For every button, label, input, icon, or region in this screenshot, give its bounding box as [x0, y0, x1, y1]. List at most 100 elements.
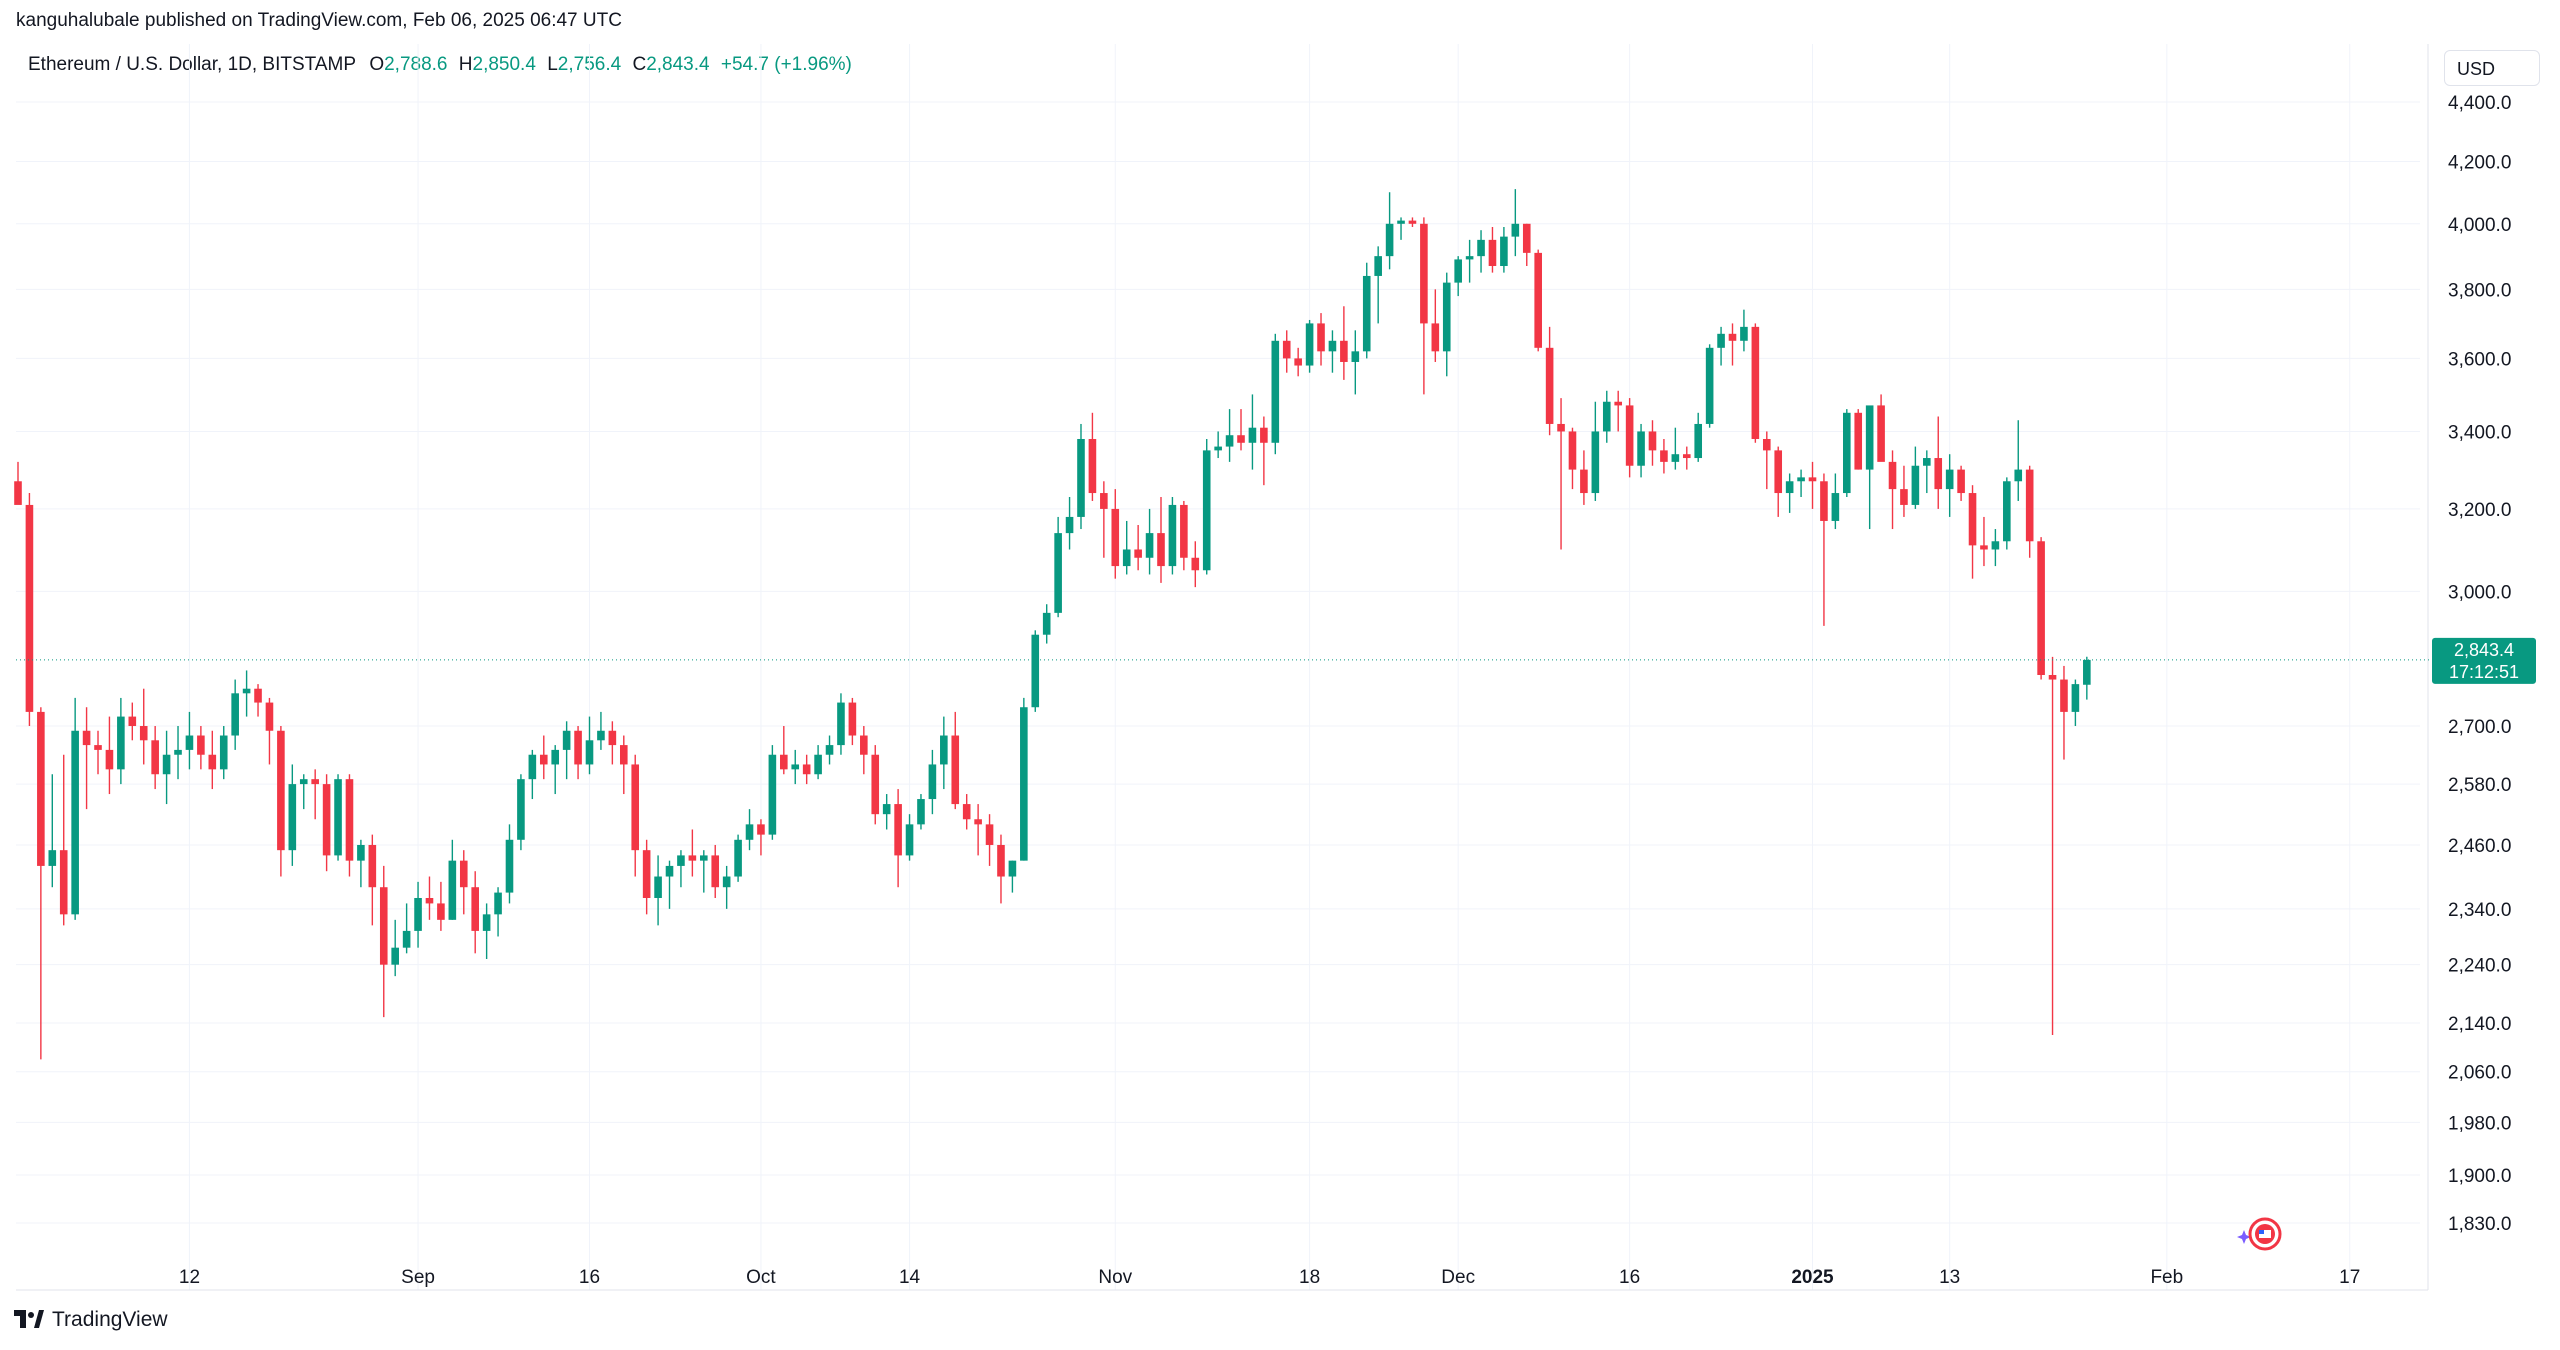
candle — [1202, 438, 1211, 575]
candle — [1888, 450, 1897, 530]
candle-body — [357, 844, 365, 861]
price-axis: 4,400.0 4,200.0 4,000.0 3,800.0 3,600.0 3,400… — [2448, 93, 2511, 1235]
candle — [962, 794, 971, 830]
candle-body — [745, 824, 754, 840]
candle — [231, 679, 239, 750]
candle-body — [1591, 431, 1600, 494]
candle-body — [437, 903, 445, 920]
candle-body — [1168, 504, 1177, 567]
tradingview-logo[interactable]: TradingView — [14, 1308, 168, 1332]
candle — [882, 794, 891, 830]
candle — [1602, 390, 1611, 443]
candle-body — [1671, 454, 1680, 462]
candle — [997, 834, 1005, 904]
candle — [1180, 500, 1188, 571]
candle — [1065, 496, 1074, 550]
tradingview-logo-icon — [14, 1310, 44, 1328]
candle — [1122, 520, 1131, 575]
y-tick-label: 3,200.0 — [2448, 500, 2511, 521]
candle — [1648, 420, 1657, 466]
candle — [368, 834, 377, 926]
candle — [1717, 326, 1725, 366]
candle-body — [1660, 450, 1668, 462]
candle-body — [231, 693, 239, 736]
candle-body — [368, 844, 377, 888]
candle-body — [174, 749, 182, 755]
candle — [105, 716, 114, 795]
candle — [940, 716, 948, 790]
candle-body — [1465, 256, 1474, 260]
candle-body — [1305, 323, 1314, 366]
candle-body — [985, 824, 994, 845]
candle-body — [1454, 259, 1462, 283]
candle — [1808, 461, 1817, 509]
candle — [139, 688, 148, 765]
candle — [1420, 217, 1428, 395]
candle-body — [71, 730, 79, 915]
candle — [1671, 427, 1680, 470]
candle — [414, 881, 422, 948]
candle — [402, 903, 411, 954]
candle — [1820, 473, 1828, 626]
open-label: O — [369, 54, 385, 75]
candle-body — [757, 824, 765, 835]
candle-body — [940, 735, 948, 765]
candle-body — [1991, 541, 2000, 550]
candle — [905, 814, 914, 861]
candle — [242, 670, 251, 717]
candle-body — [1854, 412, 1863, 470]
candle-body — [1157, 533, 1165, 567]
candle-body — [94, 745, 102, 750]
candle-body — [1911, 465, 1920, 505]
candle — [1923, 450, 1931, 494]
candle-body — [928, 764, 937, 800]
candle-body — [448, 860, 457, 920]
candle-body — [1328, 340, 1337, 352]
currency-selector[interactable]: USD — [2444, 50, 2540, 86]
y-tick-label: 2,340.0 — [2448, 900, 2511, 921]
candle-body — [654, 876, 662, 898]
x-tick-label: Feb — [2150, 1267, 2183, 1288]
candle-body — [105, 749, 114, 770]
candle — [791, 749, 800, 785]
candle-body — [711, 855, 720, 888]
candle — [1042, 604, 1051, 644]
candle — [1934, 416, 1943, 509]
candle — [974, 804, 982, 856]
candle — [482, 903, 491, 959]
candle-body — [299, 779, 308, 785]
candle — [1271, 333, 1280, 455]
y-tick-label: 2,700.0 — [2448, 717, 2511, 738]
candle — [185, 711, 194, 770]
candle — [505, 824, 514, 904]
candle — [2048, 656, 2057, 1036]
candle-body — [1340, 340, 1348, 362]
candle-body — [1900, 489, 1908, 505]
candle-body — [2048, 674, 2057, 680]
candle-body — [1614, 401, 1622, 406]
candle-body — [1545, 347, 1554, 424]
candle — [711, 844, 720, 898]
candle — [197, 726, 205, 770]
user-badge-icon[interactable] — [2230, 1216, 2286, 1252]
candle — [894, 789, 902, 888]
candle — [59, 754, 68, 926]
candle — [1134, 524, 1142, 571]
candle — [1580, 450, 1588, 505]
candle — [265, 697, 274, 765]
candle-body — [425, 897, 434, 904]
candle — [1408, 217, 1417, 227]
candle — [1031, 630, 1040, 712]
candle — [219, 726, 228, 780]
y-tick-label: 3,000.0 — [2448, 582, 2511, 603]
candle-body — [1877, 405, 1885, 462]
candle — [448, 839, 457, 920]
candle-body — [1065, 516, 1074, 534]
candle-body — [871, 754, 880, 815]
candle — [1568, 427, 1577, 490]
candle-body — [768, 754, 777, 835]
candle — [1282, 330, 1291, 373]
candle-body — [254, 688, 262, 703]
candle — [985, 814, 994, 866]
